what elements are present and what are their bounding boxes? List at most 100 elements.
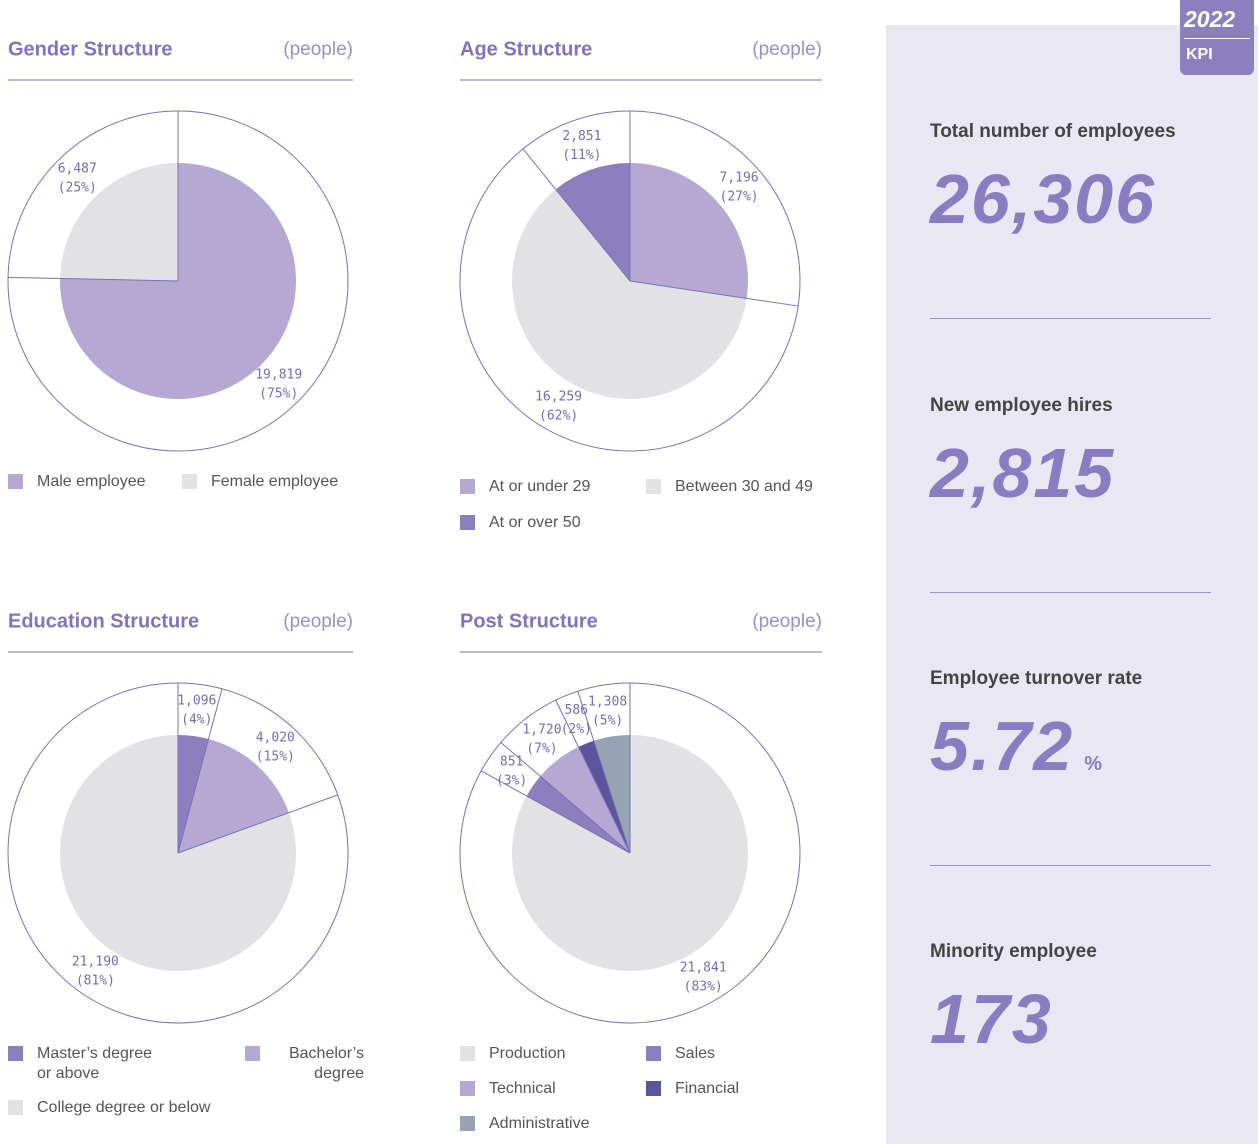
kpi-separator [930,865,1211,866]
slice-divider [577,691,631,854]
pie-slice [630,163,748,299]
legend-item: Financial [646,1079,739,1099]
value-label: 2,851 [562,129,601,144]
value-label: 1,308 [588,694,627,709]
kpi-number: 26,306 [930,160,1157,238]
legend-label: Bachelor’s degree [288,1045,364,1082]
slice-divider [480,770,631,854]
slice-divider [500,742,631,854]
pie-slice [178,739,289,853]
slice-divider [522,148,631,282]
chart-title: Age Structure [460,38,592,60]
legend-item: Administrative [460,1114,589,1134]
legend-swatch [460,1116,475,1131]
chart-title: Post Structure [460,610,598,632]
percent-label: (7%) [526,742,557,757]
value-label: 16,259 [535,390,582,405]
kpi-unit: % [1084,753,1103,775]
percent-label: (62%) [539,409,578,424]
legend-item: College degree or below [8,1098,210,1118]
percent-label: (11%) [562,148,601,163]
value-label: 1,096 [177,694,216,709]
kpi-value: 2,815 [930,433,1115,513]
percent-label: (3%) [496,773,527,788]
chart-title: Gender Structure [8,38,172,60]
legend-item: Master’s degree or above [8,1044,162,1084]
slice-divider [177,688,223,854]
kpi-number: 173 [930,980,1053,1058]
value-label: 851 [500,754,523,769]
slice-divider [555,699,631,854]
pie-slice [512,189,747,399]
legend-swatch [646,479,661,494]
percent-label: (15%) [256,749,295,764]
kpi-value: 5.72% [930,706,1102,786]
legend-label: Between 30 and 49 [675,478,813,495]
chart-unit: (people) [283,39,353,60]
legend-swatch [245,1046,260,1061]
kpi-badge: 2022 KPI [1180,0,1254,75]
legend-label: Sales [675,1045,716,1062]
legend-swatch [182,474,197,489]
kpi-label: Employee turnover rate [930,668,1143,689]
slice-divider [8,276,179,282]
legend-label: At or under 29 [489,478,591,495]
pie-slice [555,163,630,281]
value-label: 21,190 [72,954,119,969]
chart-unit: (people) [752,611,822,632]
legend-swatch [8,1046,23,1061]
legend-label: College degree or below [37,1099,211,1116]
legend-item: Bachelor’s degree [245,1044,364,1084]
kpi-separator [930,318,1211,319]
kpi-number: 5.72 [930,707,1075,785]
pie-slice [60,163,178,281]
legend-label: Female employee [211,473,339,490]
legend-label: Financial [675,1080,740,1097]
percent-label: (27%) [720,189,759,204]
legend-swatch [8,1100,23,1115]
legend-item: Male employee [8,472,146,492]
legend-label: Production [489,1045,566,1062]
value-label: 586 [565,703,588,718]
kpi-separator [930,592,1211,593]
legend-item: Female employee [182,472,338,492]
legend-item: At or over 50 [460,513,581,533]
percent-label: (2%) [561,722,592,737]
kpi-label: Total number of employees [930,121,1176,142]
badge-rule [1184,38,1250,39]
legend-swatch [8,474,23,489]
legend-item: At or under 29 [460,477,590,497]
chart-title: Education Structure [8,610,199,632]
value-label: 19,819 [255,367,302,382]
slice-divider [629,280,799,307]
legend-item: Technical [460,1079,556,1099]
value-label: 6,487 [58,162,97,177]
percent-label: (75%) [259,386,298,401]
legend-label: Technical [489,1080,556,1097]
badge-year: 2022 [1184,6,1236,32]
badge-label: KPI [1186,46,1213,63]
pie-slice [540,746,630,853]
value-label: 1,720 [522,723,561,738]
percent-label: (5%) [592,713,623,728]
legend-swatch [460,515,475,530]
kpi-panel: Total number of employees 26,306 New emplo… [886,25,1258,1144]
slice-divider [177,794,338,854]
pie-slice [526,776,630,853]
percent-label: (81%) [76,973,115,988]
value-label: 7,196 [720,170,759,185]
kpi-number: 2,815 [930,434,1116,512]
chart-unit: (people) [752,39,822,60]
value-label: 4,020 [256,730,295,745]
kpi-label: Minority employee [930,941,1097,962]
percent-label: (4%) [181,713,212,728]
kpi-value: 173 [930,979,1053,1059]
legend-label: Male employee [37,473,146,490]
legend-swatch [460,1081,475,1096]
value-label: 21,841 [680,961,727,976]
legend-swatch [646,1046,661,1061]
legend-swatch [646,1081,661,1096]
legend-item: Production [460,1044,566,1064]
legend-label: At or over 50 [489,514,581,531]
